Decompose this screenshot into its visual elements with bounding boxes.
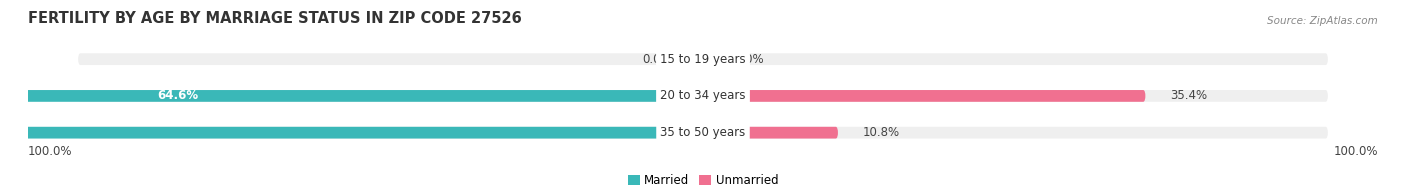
- Text: 35.4%: 35.4%: [1170, 89, 1208, 103]
- FancyBboxPatch shape: [0, 127, 703, 139]
- Text: 20 to 34 years: 20 to 34 years: [661, 89, 745, 103]
- Text: Source: ZipAtlas.com: Source: ZipAtlas.com: [1267, 16, 1378, 26]
- FancyBboxPatch shape: [79, 90, 1327, 102]
- Text: 100.0%: 100.0%: [28, 144, 73, 158]
- FancyBboxPatch shape: [703, 127, 838, 139]
- Text: 35 to 50 years: 35 to 50 years: [661, 126, 745, 139]
- FancyBboxPatch shape: [79, 127, 1327, 139]
- Text: 0.0%: 0.0%: [643, 53, 672, 66]
- Text: 15 to 19 years: 15 to 19 years: [661, 53, 745, 66]
- FancyBboxPatch shape: [0, 90, 703, 102]
- Text: 0.0%: 0.0%: [734, 53, 763, 66]
- Text: 10.8%: 10.8%: [863, 126, 900, 139]
- FancyBboxPatch shape: [703, 90, 1146, 102]
- FancyBboxPatch shape: [79, 53, 1327, 65]
- Legend: Married, Unmarried: Married, Unmarried: [623, 169, 783, 192]
- Text: FERTILITY BY AGE BY MARRIAGE STATUS IN ZIP CODE 27526: FERTILITY BY AGE BY MARRIAGE STATUS IN Z…: [28, 11, 522, 26]
- Text: 100.0%: 100.0%: [1333, 144, 1378, 158]
- Text: 64.6%: 64.6%: [157, 89, 198, 103]
